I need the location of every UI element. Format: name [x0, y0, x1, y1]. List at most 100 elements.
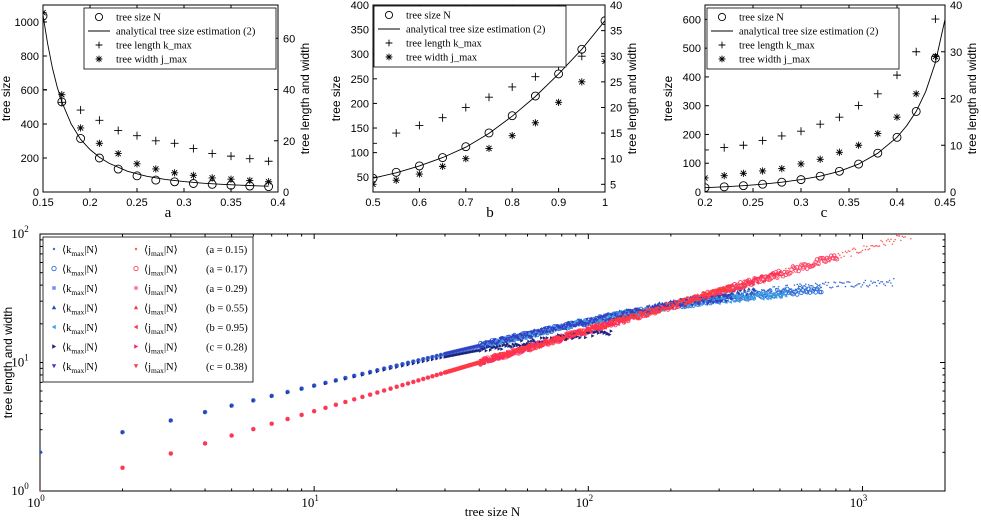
legend-j-tail: |N⟩ — [164, 284, 178, 295]
data-point — [634, 314, 639, 318]
data-point — [507, 336, 511, 341]
data-point — [767, 288, 773, 293]
data-point — [907, 232, 909, 234]
data-point — [622, 315, 626, 319]
data-point — [751, 282, 755, 286]
data-point — [492, 356, 497, 360]
legend-j-subscript: max — [151, 327, 164, 336]
data-point — [732, 299, 737, 303]
data-point — [749, 296, 754, 300]
data-point — [796, 268, 801, 274]
legend-kmax-label: ⟨kmax|N⟩ — [62, 323, 98, 336]
data-point — [517, 337, 521, 341]
data-point — [616, 322, 620, 327]
y-tick-label-left: 800 — [21, 51, 39, 63]
data-point — [759, 274, 764, 278]
data-point — [505, 354, 510, 359]
data-point — [622, 320, 626, 325]
data-point — [775, 275, 780, 280]
data-point — [858, 282, 861, 285]
data-point — [518, 343, 523, 348]
data-point — [856, 284, 858, 286]
legend-symbol-star — [95, 55, 103, 63]
data-point — [875, 244, 878, 247]
data-point — [713, 294, 717, 298]
data-point — [360, 372, 365, 376]
data-point — [761, 297, 765, 301]
tree-size-point — [873, 148, 883, 158]
tree-width-point — [208, 174, 216, 182]
tree-width-point — [912, 90, 920, 98]
data-point — [774, 295, 778, 299]
data-point — [518, 332, 523, 337]
tree-length-point — [461, 103, 470, 112]
data-point — [796, 283, 798, 286]
data-point — [646, 305, 650, 309]
y-tick-label-left: 250 — [351, 74, 369, 86]
data-point — [562, 323, 567, 327]
data-point — [752, 296, 757, 301]
legend-param-label: (a = 0.15) — [206, 245, 248, 256]
data-point — [890, 238, 892, 241]
data-point — [566, 322, 571, 326]
main-legend: ⟨kmax|N⟩ ⟨jmax|N⟩ (a = 0.15)⟨kmax|N⟩ ⟨jmax|… — [42, 236, 254, 383]
data-point — [751, 280, 755, 285]
legend-row: ⟨kmax|N⟩ ⟨jmax|N⟩ (a = 0.17) — [51, 265, 248, 278]
data-point — [860, 286, 862, 288]
data-point — [552, 327, 557, 331]
data-point — [794, 292, 800, 297]
data-point — [799, 283, 801, 285]
data-point — [768, 296, 772, 301]
data-point — [229, 404, 234, 408]
data-point — [748, 290, 750, 293]
data-point — [816, 283, 818, 286]
data-point — [737, 282, 741, 286]
data-point — [902, 236, 905, 239]
legend-symbol-kmax — [51, 364, 57, 369]
data-point — [878, 245, 881, 247]
data-point — [539, 327, 544, 332]
data-point — [657, 310, 662, 314]
data-point — [406, 361, 410, 365]
x-tick-label: 0.5 — [365, 197, 380, 209]
data-point — [666, 307, 670, 311]
data-point — [738, 280, 743, 285]
tree-width-point — [931, 52, 939, 61]
data-point — [714, 295, 718, 300]
data-point — [663, 308, 667, 312]
data-point — [618, 320, 622, 324]
data-point — [737, 299, 741, 304]
data-point — [549, 327, 554, 331]
data-point — [375, 391, 380, 395]
data-point — [816, 261, 821, 267]
data-point — [619, 314, 623, 319]
legend-symbol-star — [385, 53, 393, 61]
data-point — [701, 300, 706, 304]
data-point — [487, 360, 491, 364]
data-point — [586, 322, 591, 326]
data-point — [681, 298, 686, 302]
data-point — [430, 374, 435, 379]
legend-symbol-plus — [718, 41, 726, 49]
legend-symbol-jmax — [134, 247, 138, 251]
data-point — [416, 358, 421, 363]
data-point — [847, 250, 850, 252]
data-point — [728, 300, 732, 304]
legend-k-text: ⟨k — [62, 245, 72, 256]
y-tick-label: 102 — [11, 224, 29, 241]
data-point — [343, 376, 348, 380]
data-point — [492, 338, 497, 342]
data-point — [430, 355, 435, 359]
legend-symbol-jmax — [134, 286, 138, 290]
data-point — [776, 276, 779, 279]
tree-length-point — [43, 85, 47, 94]
panel-a: 0.15 0.2 0.25 0.3 0.35 0.40200400600800100002… — [0, 4, 312, 221]
data-point — [809, 285, 811, 287]
data-point — [637, 309, 642, 313]
y-tick-label-right: 40 — [283, 85, 295, 97]
data-point — [624, 315, 629, 319]
data-point — [40, 490, 42, 491]
data-point — [623, 317, 628, 322]
data-point — [479, 349, 483, 353]
